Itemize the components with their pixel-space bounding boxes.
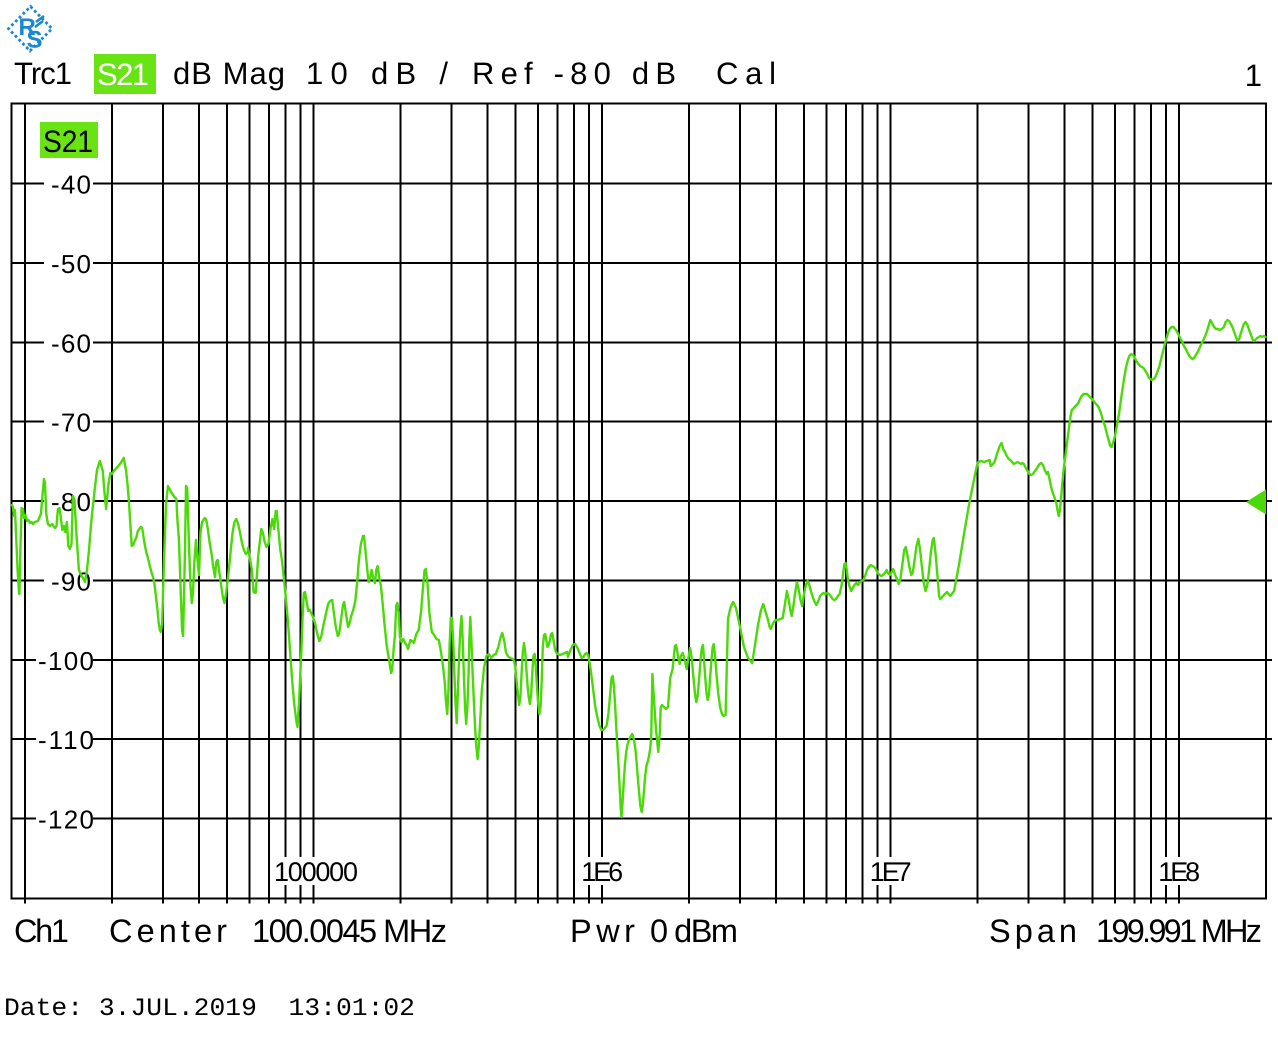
- svg-text:1E8: 1E8: [1158, 857, 1200, 887]
- svg-text:100.0045 MHz: 100.0045 MHz: [252, 913, 447, 949]
- svg-text:S21: S21: [97, 57, 149, 92]
- svg-text:Ref -80 dB: Ref -80 dB: [472, 56, 676, 91]
- svg-text:-60: -60: [51, 328, 91, 358]
- svg-text:Pwr: Pwr: [570, 913, 635, 949]
- svg-text:-100: -100: [38, 646, 94, 676]
- svg-text:-50: -50: [51, 249, 91, 279]
- svg-text:100000: 100000: [274, 857, 358, 887]
- svg-text:Center: Center: [109, 913, 227, 949]
- svg-text:-70: -70: [51, 408, 91, 438]
- svg-text:dB Mag: dB Mag: [173, 56, 285, 91]
- svg-text:Date: 3.JUL.2019 13:01:02: Date: 3.JUL.2019 13:01:02: [4, 994, 415, 1023]
- svg-text:1: 1: [1245, 58, 1262, 93]
- svg-text:199.991 MHz: 199.991 MHz: [1096, 913, 1262, 949]
- svg-text:R: R: [19, 14, 36, 41]
- svg-text:Ch1: Ch1: [14, 913, 69, 949]
- svg-text:1E7: 1E7: [870, 857, 912, 887]
- svg-text:-120: -120: [38, 805, 94, 835]
- svg-text:Trc1: Trc1: [14, 56, 72, 91]
- svg-text:1E6: 1E6: [581, 857, 623, 887]
- svg-text:S21: S21: [43, 124, 93, 159]
- svg-text:0 dBm: 0 dBm: [650, 913, 738, 949]
- svg-text:10 dB /: 10 dB /: [306, 56, 448, 91]
- svg-text:-110: -110: [38, 725, 94, 755]
- svg-text:-40: -40: [51, 170, 91, 200]
- svg-text:S: S: [27, 27, 43, 54]
